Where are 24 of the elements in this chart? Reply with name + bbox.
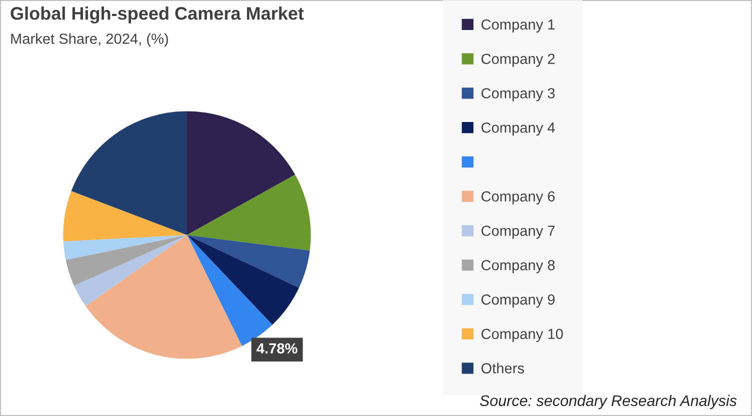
- pie-slice: [71, 111, 187, 235]
- chart-title: Global High-speed Camera Market: [10, 6, 304, 24]
- data-label: 4.78%: [256, 343, 298, 354]
- legend-label: Company 6: [481, 191, 555, 204]
- pie-slice: [63, 235, 187, 260]
- legend-label: Others: [481, 362, 524, 374]
- pie-slice: [187, 174, 311, 251]
- legend-label: Company 7: [481, 226, 555, 239]
- legend-label: Company 10: [481, 328, 563, 342]
- text: Market Share, 2024, (%): [11, 33, 168, 47]
- pie-slice: [66, 235, 187, 286]
- pie-slice: [86, 235, 242, 359]
- source-note: Source: secondary Research Analysis: [480, 394, 737, 410]
- legend-label: Company 1: [481, 19, 555, 33]
- pie-slice: [187, 235, 300, 325]
- legend-label: Company 3: [481, 88, 555, 102]
- pie-slice: [187, 111, 296, 235]
- pie-slice: [63, 191, 187, 242]
- pie-slice: [187, 235, 310, 288]
- legend-label: Company 8: [481, 260, 555, 274]
- pie-slice: [74, 235, 187, 306]
- legend-label: Company 2: [481, 54, 555, 67]
- legend-label: Company 4: [481, 122, 555, 136]
- legend-label: Company 9: [481, 294, 555, 308]
